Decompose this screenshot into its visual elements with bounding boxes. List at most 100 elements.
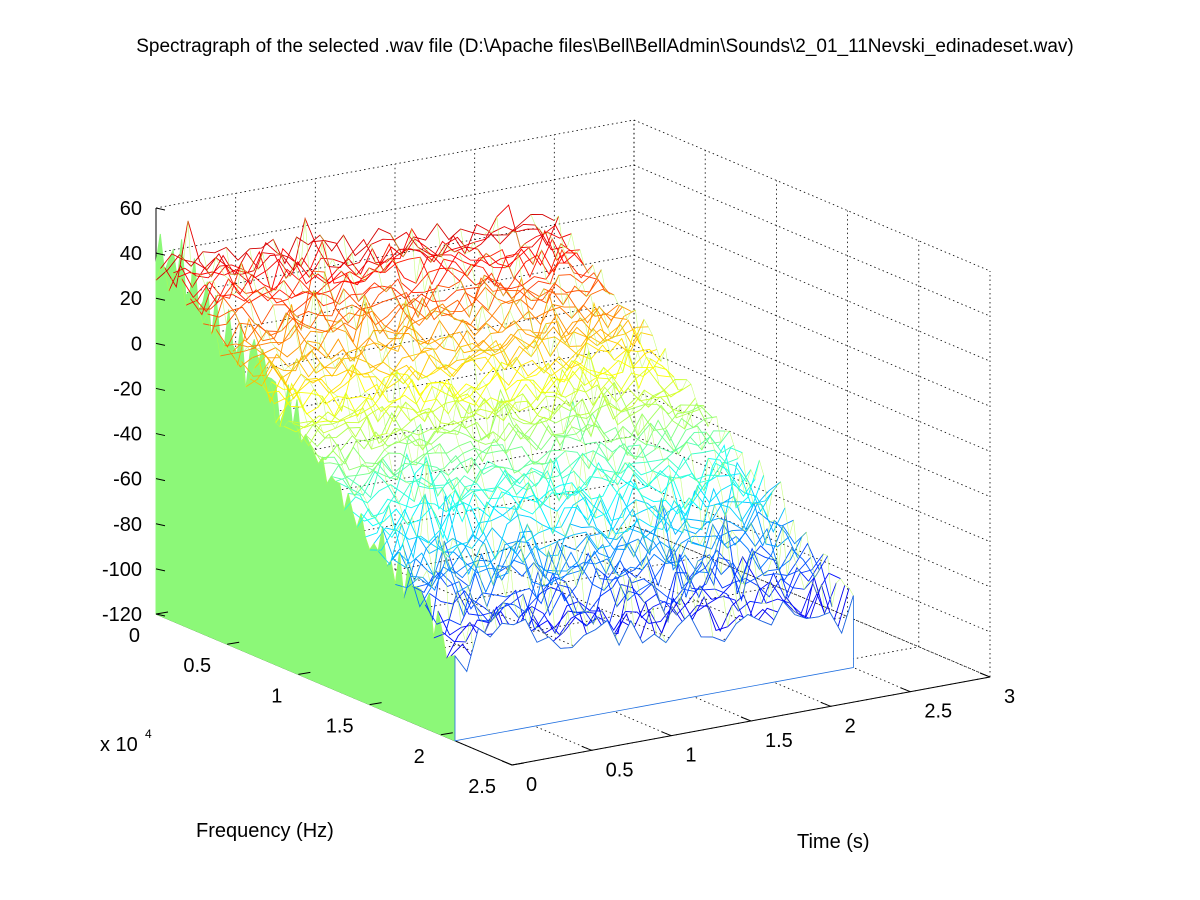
x-axis-multiplier: x 10 (100, 734, 138, 756)
y-tick-mark (661, 731, 672, 737)
mesh-line-time (483, 216, 784, 622)
mesh-line-frequency (172, 232, 572, 284)
y-tick-mark (501, 760, 513, 766)
mesh-line-time (413, 236, 714, 638)
x-axis-multiplier-exponent: 4 (145, 727, 152, 741)
x-tick-label: 1 (271, 685, 282, 707)
y-tick-mark (581, 745, 592, 751)
z-tick-mark (155, 207, 166, 211)
mesh-line-frequency (267, 348, 666, 408)
y-tick-mark (820, 701, 831, 707)
mesh-line-frequency (412, 544, 812, 610)
x-tick-mark (155, 611, 169, 615)
grid-line-t (394, 164, 752, 722)
mesh-line-frequency (220, 289, 619, 357)
y-tick-mark (900, 687, 911, 693)
z-tick-mark (155, 433, 166, 437)
mesh-line-frequency (313, 397, 713, 471)
z-tick-mark (155, 252, 166, 256)
y-tick-label: 2 (845, 715, 856, 737)
z-tick-label: -40 (113, 424, 142, 446)
mesh-line-frequency (348, 452, 747, 518)
mesh-line-frequency (352, 461, 752, 522)
mesh-line-frequency (232, 292, 632, 362)
mesh-line-frequency (194, 261, 594, 313)
z-tick-mark (155, 613, 166, 617)
y-tick-mark (979, 672, 991, 678)
mesh-line-time (296, 218, 596, 650)
mesh-line-frequency (271, 328, 670, 415)
mesh-line-time (390, 228, 690, 623)
x-tick-label: 2 (414, 746, 425, 768)
x-tick-mark (440, 732, 453, 736)
mesh-line-time (554, 215, 854, 608)
y-tick-label: 1.5 (765, 730, 793, 752)
x-tick-mark (298, 671, 311, 675)
mesh-line-time (343, 235, 643, 645)
mesh-line-frequency (360, 444, 760, 540)
z-tick-label: -60 (113, 469, 142, 491)
z-tick-label: -20 (113, 378, 142, 400)
y-tick-label: 2.5 (924, 701, 952, 723)
mesh-line-time (530, 214, 831, 619)
z-tick-label: 60 (120, 198, 142, 220)
chart-title: Spectragraph of the selected .wav file (… (136, 36, 1074, 57)
mesh-line-frequency (236, 302, 636, 372)
z-tick-mark (155, 342, 166, 346)
mesh-line-time (460, 228, 760, 627)
mesh-line-frequency (164, 217, 563, 289)
grid-line-z (155, 209, 991, 362)
mesh-line-frequency (284, 350, 683, 433)
mesh-line-frequency (288, 379, 687, 434)
x-tick-label: 2.5 (468, 776, 496, 798)
z-tick-label: -120 (102, 604, 142, 626)
mesh-line-frequency (429, 555, 829, 631)
z-tick-mark (155, 568, 166, 572)
mesh-line-frequency (335, 435, 735, 499)
z-tick-mark (155, 297, 166, 301)
mesh-line-frequency (386, 495, 786, 577)
y-tick-label: 1 (685, 745, 696, 767)
z-tick-label: 0 (131, 333, 142, 355)
mesh-line-frequency (185, 242, 585, 306)
mesh-line-frequency (159, 216, 560, 275)
mesh-line-frequency (207, 270, 606, 332)
mesh-line-time (226, 247, 526, 641)
x-tick-mark (227, 641, 240, 645)
mesh-line-frequency (296, 385, 696, 447)
z-tick-label: 20 (120, 288, 142, 310)
x-tick-label: 0 (129, 625, 140, 647)
x-axis-label: Frequency (Hz) (196, 820, 334, 842)
mesh-line-frequency (381, 481, 781, 569)
mesh-line-time (507, 231, 807, 633)
mesh-line-frequency (189, 242, 589, 316)
mesh-line-frequency (309, 381, 709, 465)
mesh-line-frequency (228, 276, 628, 368)
y-tick-mark (740, 716, 752, 722)
mesh-line-frequency (249, 326, 649, 387)
y-tick-label: 0 (526, 774, 537, 796)
x-tick-label: 0.5 (183, 655, 211, 677)
mesh-line-time (436, 223, 737, 627)
mesh-line-frequency (155, 213, 555, 281)
mesh-line-time (179, 220, 479, 661)
mesh-line-time (249, 248, 549, 638)
mesh-line-frequency (326, 401, 726, 489)
mesh-line-frequency (331, 431, 730, 497)
mesh-line-frequency (356, 456, 756, 539)
mesh-line-frequency (318, 416, 717, 466)
mesh-line-frequency (224, 294, 624, 351)
grid-line-t (235, 193, 592, 751)
y-tick-label: 3 (1004, 686, 1015, 708)
x-tick-mark (511, 762, 525, 766)
mesh-line-time (319, 234, 620, 648)
mesh-line-frequency (241, 299, 641, 377)
mesh-line-frequency (339, 449, 739, 505)
grid-line-z (155, 119, 991, 272)
y-axis-label: Time (s) (797, 831, 870, 853)
mesh-line-time (272, 239, 573, 648)
mesh-line-frequency (300, 388, 700, 450)
